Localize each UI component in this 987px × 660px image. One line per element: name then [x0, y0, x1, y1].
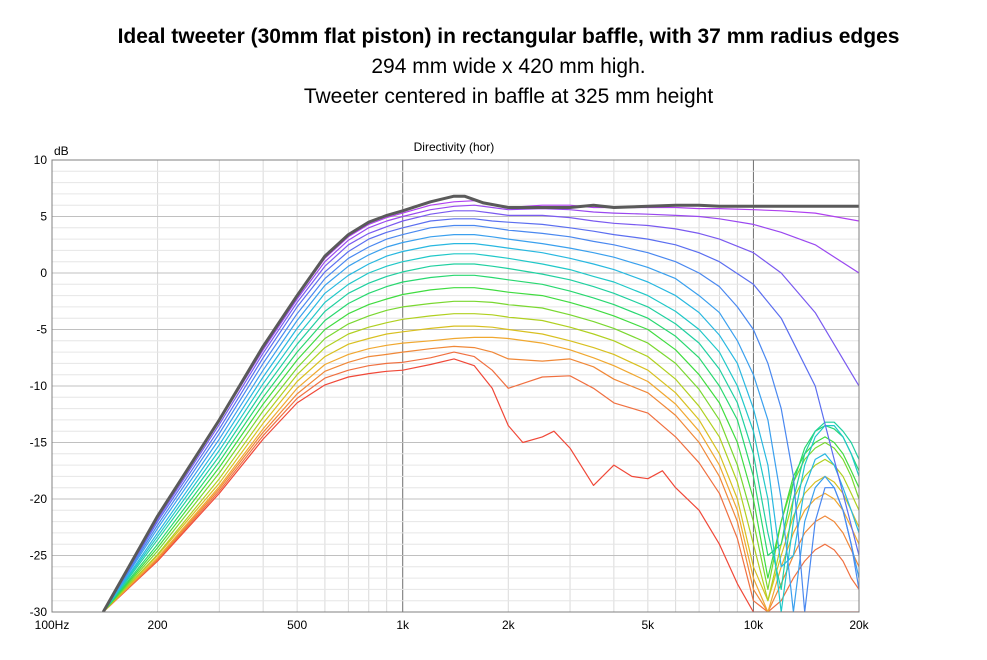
- x-tick-label: 500: [287, 618, 307, 632]
- x-tick-label: 20k: [849, 618, 869, 632]
- y-tick-label: 0: [40, 266, 47, 280]
- x-tick-labels: 100Hz 200 500 1k 2k 5k 10k 20k: [35, 618, 870, 632]
- x-tick-label: 200: [148, 618, 168, 632]
- series-line: [102, 345, 859, 612]
- y-tick-label: -10: [30, 379, 48, 393]
- series-line: [102, 274, 859, 612]
- series-line: [101, 194, 859, 612]
- title-block: Ideal tweeter (30mm flat piston) in rect…: [0, 22, 987, 112]
- x-tick-label: 100Hz: [35, 618, 70, 632]
- x-tick-label: 10k: [744, 618, 764, 632]
- y-tick-label: -5: [36, 323, 47, 337]
- series-line: [102, 243, 859, 612]
- y-tick-label: -20: [30, 492, 48, 506]
- x-tick-label: 1k: [396, 618, 410, 632]
- series-line: [102, 224, 859, 612]
- series-line: [102, 336, 859, 612]
- series-line: [102, 210, 859, 612]
- series-line: [102, 253, 859, 612]
- y-tick-label: 10: [34, 153, 48, 167]
- series-line: [102, 234, 859, 612]
- x-tick-label: 5k: [642, 618, 656, 632]
- chart-main-title: Ideal tweeter (30mm flat piston) in rect…: [117, 25, 900, 48]
- y-axis-label: dB: [54, 144, 69, 158]
- y-tick-labels: 10 5 0 -5 -10 -15 -20 -25 -30: [30, 153, 48, 619]
- series-line: [102, 351, 859, 612]
- series-line: [102, 287, 859, 612]
- y-tick-label: 5: [40, 210, 47, 224]
- series-line: [102, 200, 859, 612]
- series-line: [102, 300, 859, 612]
- series-line: [102, 218, 859, 612]
- series-line: [102, 204, 859, 612]
- plot-frame: [51, 159, 860, 613]
- series-line: [102, 263, 859, 612]
- y-tick-label: -30: [30, 605, 48, 619]
- y-tick-label: -25: [30, 549, 48, 563]
- chart-series-group: [101, 194, 859, 612]
- series-line: [102, 325, 859, 612]
- chart-subtitle-dimensions: 294 mm wide x 420 mm high.: [371, 55, 646, 78]
- x-tick-label: 2k: [502, 618, 516, 632]
- chart-subtitle-position: Tweeter centered in baffle at 325 mm hei…: [303, 85, 714, 108]
- series-line: [102, 358, 859, 612]
- chart-inner-title: Directivity (hor): [414, 140, 495, 154]
- y-tick-label: -15: [30, 436, 48, 450]
- series-line: [102, 313, 859, 612]
